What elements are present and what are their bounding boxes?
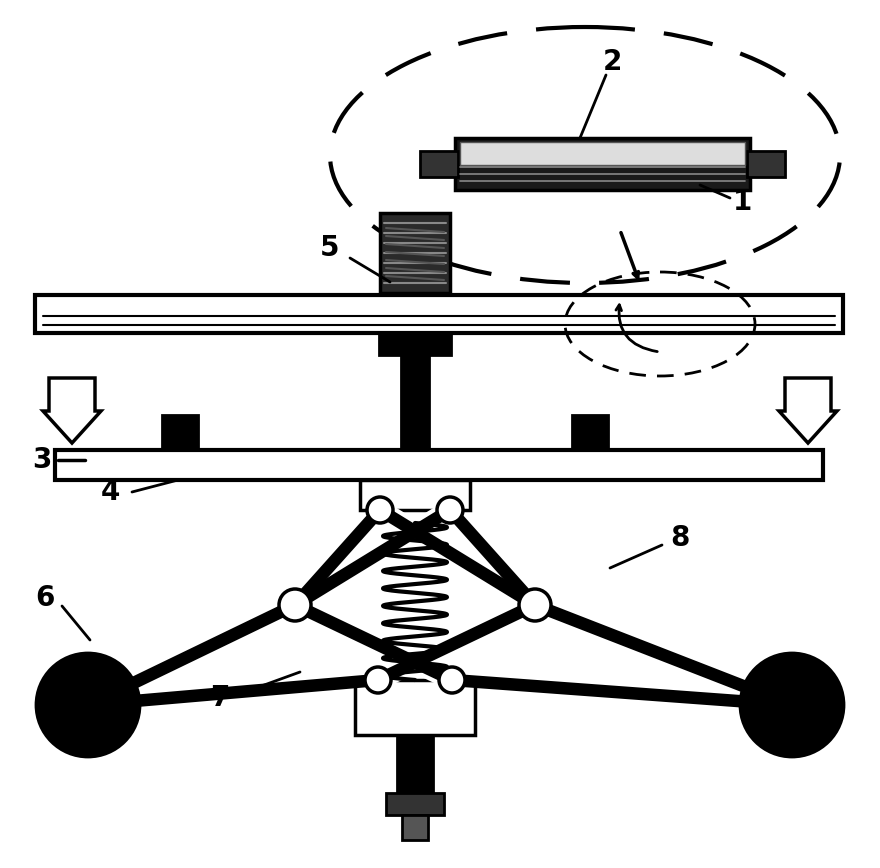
Text: 7: 7	[210, 684, 230, 712]
Circle shape	[439, 667, 465, 693]
Bar	[397, 735, 433, 793]
Bar	[162, 415, 198, 450]
FancyArrow shape	[779, 378, 837, 443]
Text: 5: 5	[320, 234, 340, 262]
Text: 6: 6	[35, 584, 55, 612]
Text: 8: 8	[671, 524, 690, 552]
Bar	[572, 415, 608, 450]
Circle shape	[519, 589, 551, 621]
Bar	[380, 213, 450, 293]
Bar	[401, 355, 429, 450]
FancyArrow shape	[43, 378, 101, 443]
Circle shape	[437, 497, 463, 523]
Text: 4: 4	[100, 478, 120, 506]
Bar	[379, 333, 451, 355]
Bar	[386, 793, 444, 815]
Text: 2: 2	[602, 48, 621, 76]
Bar	[460, 142, 745, 166]
Bar	[55, 450, 823, 480]
Circle shape	[36, 653, 140, 757]
Text: 1: 1	[732, 188, 752, 216]
Bar	[420, 151, 458, 177]
Bar	[355, 680, 475, 735]
Bar	[747, 151, 785, 177]
Bar	[455, 138, 750, 190]
Bar	[402, 815, 428, 840]
Text: 3: 3	[33, 446, 52, 474]
Circle shape	[279, 589, 311, 621]
Circle shape	[740, 653, 844, 757]
Circle shape	[367, 497, 393, 523]
Bar	[35, 295, 843, 333]
Circle shape	[365, 667, 391, 693]
Bar	[360, 480, 470, 510]
